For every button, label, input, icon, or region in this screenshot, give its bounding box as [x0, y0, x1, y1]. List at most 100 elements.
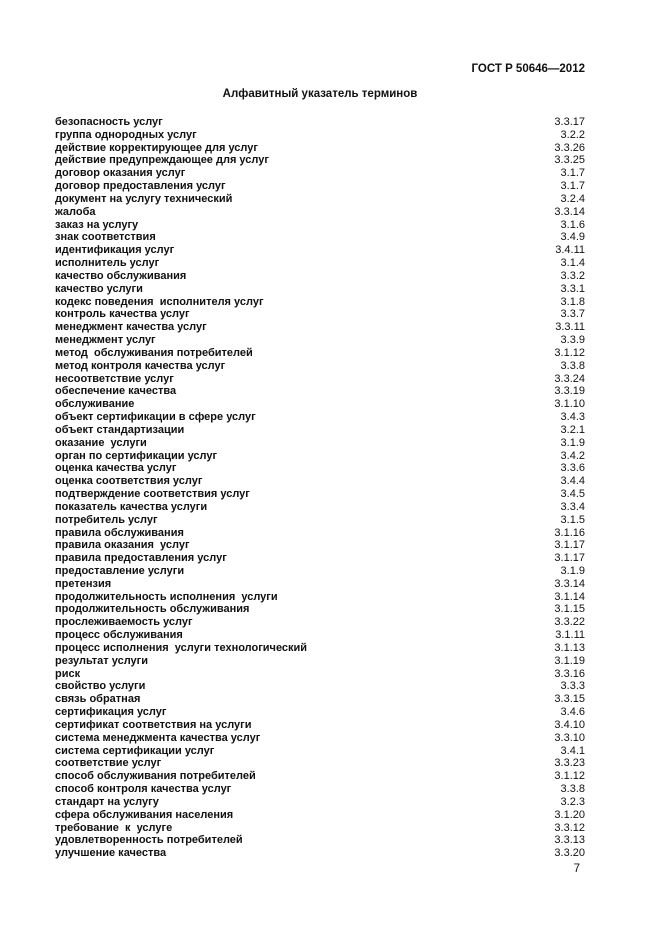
index-ref: 3.4.6: [560, 706, 585, 719]
index-entry: группа однородных услуг 3.2.2: [55, 129, 585, 142]
index-term: менеджмент услуг: [55, 334, 156, 347]
index-term: способ обслуживания потребителей: [55, 770, 256, 783]
index-term: соответствие услуг: [55, 757, 162, 770]
index-term: группа однородных услуг: [55, 128, 197, 141]
index-entry: качество услуги 3.3.1: [55, 283, 585, 296]
index-ref: 3.3.2: [560, 269, 585, 282]
index-term: продолжительность исполнения услуги: [55, 590, 278, 603]
index-term: потребитель услуг: [55, 513, 158, 526]
index-term: качество обслуживания: [55, 269, 187, 282]
index-ref: 3.4.11: [555, 244, 585, 257]
index-term: сфера обслуживания населения: [55, 808, 234, 821]
index-entry: знак соответствия 3.4.9: [55, 231, 585, 244]
index-term: несоответствие услуг: [55, 372, 174, 385]
index-entry: исполнитель услуг 3.1.4: [55, 257, 585, 270]
index-term: требование к услуге: [55, 821, 173, 834]
index-entry: менеджмент услуг 3.3.9: [55, 334, 585, 347]
index-term: документ на услугу технический: [55, 192, 233, 205]
index-ref: 3.3.23: [554, 757, 585, 770]
index-entry: потребитель услуг 3.1.5: [55, 514, 585, 527]
index-ref: 3.1.19: [554, 654, 585, 667]
index-term: действие корректирующее для услуг: [55, 141, 258, 154]
index-entry: результат услуги 3.1.19: [55, 655, 585, 668]
index-ref: 3.1.14: [554, 590, 585, 603]
index-term: менеджмент качества услуг: [55, 321, 207, 334]
index-ref: 3.2.3: [560, 795, 585, 808]
index-term: орган по сертификации услуг: [55, 449, 218, 462]
index-term: продолжительность обслуживания: [55, 603, 250, 616]
index-entry: продолжительность исполнения услуги 3.1.…: [55, 591, 585, 604]
index-term: результат услуги: [55, 654, 149, 667]
index-entry: документ на услугу технический 3.2.4: [55, 193, 585, 206]
index-term: система менеджмента качества услуг: [55, 731, 261, 744]
index-term: кодекс поведения исполнителя услуг: [55, 295, 264, 308]
index-ref: 3.3.7: [560, 308, 585, 321]
page-content: ГОСТ Р 50646—2012 Алфавитный указатель т…: [55, 63, 585, 876]
index-term: процесс обслуживания: [55, 629, 183, 642]
index-ref: 3.1.11: [555, 629, 585, 642]
index-term: метод контроля качества услуг: [55, 359, 226, 372]
index-ref: 3.2.2: [560, 128, 585, 141]
index-term: сертификация услуг: [55, 706, 167, 719]
index-ref: 3.4.10: [554, 718, 585, 731]
index-term: способ контроля качества услуг: [55, 783, 232, 796]
index-term: объект стандартизации: [55, 423, 185, 436]
index-entry: сфера обслуживания населения 3.1.20: [55, 809, 585, 822]
index-ref: 3.3.14: [554, 205, 585, 218]
index-entry: требование к услуге 3.3.12: [55, 822, 585, 835]
index-ref: 3.2.1: [560, 423, 585, 436]
index-term: показатель качества услуги: [55, 500, 208, 513]
index-ref: 3.1.12: [554, 346, 585, 359]
index-ref: 3.3.22: [554, 616, 585, 629]
index-ref: 3.3.3: [560, 680, 585, 693]
index-ref: 3.2.4: [560, 192, 585, 205]
index-entry: договор оказания услуг 3.1.7: [55, 167, 585, 180]
index-entry: процесс исполнения услуги технологически…: [55, 642, 585, 655]
index-term: процесс исполнения услуги технологически…: [55, 641, 308, 654]
index-ref: 3.3.4: [560, 500, 585, 513]
index-term: система сертификации услуг: [55, 744, 215, 757]
index-entry: метод контроля качества услуг 3.3.8: [55, 360, 585, 373]
index-ref: 3.3.12: [554, 821, 585, 834]
index-entry: обеспечение качества 3.3.19: [55, 385, 585, 398]
index-ref: 3.1.4: [560, 257, 585, 270]
index-term: стандарт на услугу: [55, 795, 159, 808]
index-entry: сертификация услуг 3.4.6: [55, 706, 585, 719]
index-term: оценка качества услуг: [55, 462, 177, 475]
index-entry: стандарт на услугу 3.2.3: [55, 796, 585, 809]
index-ref: 3.1.6: [560, 218, 585, 231]
index-entry: улучшение качества 3.3.20: [55, 847, 585, 860]
index-entry: свойство услуги 3.3.3: [55, 680, 585, 693]
index-ref: 3.1.13: [554, 641, 585, 654]
index-entry: несоответствие услуг 3.3.24: [55, 373, 585, 386]
index-ref: 3.3.13: [554, 834, 585, 847]
index-entry: способ контроля качества услуг 3.3.8: [55, 783, 585, 796]
index-term: договор предоставления услуг: [55, 180, 226, 193]
index-entry: жалоба 3.3.14: [55, 206, 585, 219]
index-entry: система сертификации услуг 3.4.1: [55, 745, 585, 758]
index-entry: продолжительность обслуживания 3.1.15: [55, 603, 585, 616]
index-entry: система менеджмента качества услуг 3.3.1…: [55, 732, 585, 745]
index-ref: 3.3.1: [560, 282, 585, 295]
index-ref: 3.1.7: [560, 180, 585, 193]
index-entry: контроль качества услуг 3.3.7: [55, 308, 585, 321]
index-term: свойство услуги: [55, 680, 146, 693]
index-term: безопасность услуг: [55, 116, 163, 128]
index-ref: 3.4.9: [560, 231, 585, 244]
index-ref: 3.4.1: [560, 744, 585, 757]
index-ref: 3.3.19: [554, 385, 585, 398]
index-entry: оказание услуги 3.1.9: [55, 437, 585, 450]
index-term: обслуживание: [55, 398, 135, 411]
index-term: связь обратная: [55, 693, 141, 706]
index-ref: 3.1.10: [554, 398, 585, 411]
index-entry: оценка качества услуг 3.3.6: [55, 462, 585, 475]
index-term: правила оказания услуг: [55, 539, 190, 552]
index-entry: соответствие услуг 3.3.23: [55, 757, 585, 770]
index-ref: 3.4.3: [560, 411, 585, 424]
index-ref: 3.4.5: [560, 488, 585, 501]
index-entry: орган по сертификации услуг 3.4.2: [55, 450, 585, 463]
page-number: 7: [573, 863, 580, 876]
index-entry: сертификат соответствия на услуги 3.4.10: [55, 719, 585, 732]
index-entry: объект стандартизации 3.2.1: [55, 424, 585, 437]
